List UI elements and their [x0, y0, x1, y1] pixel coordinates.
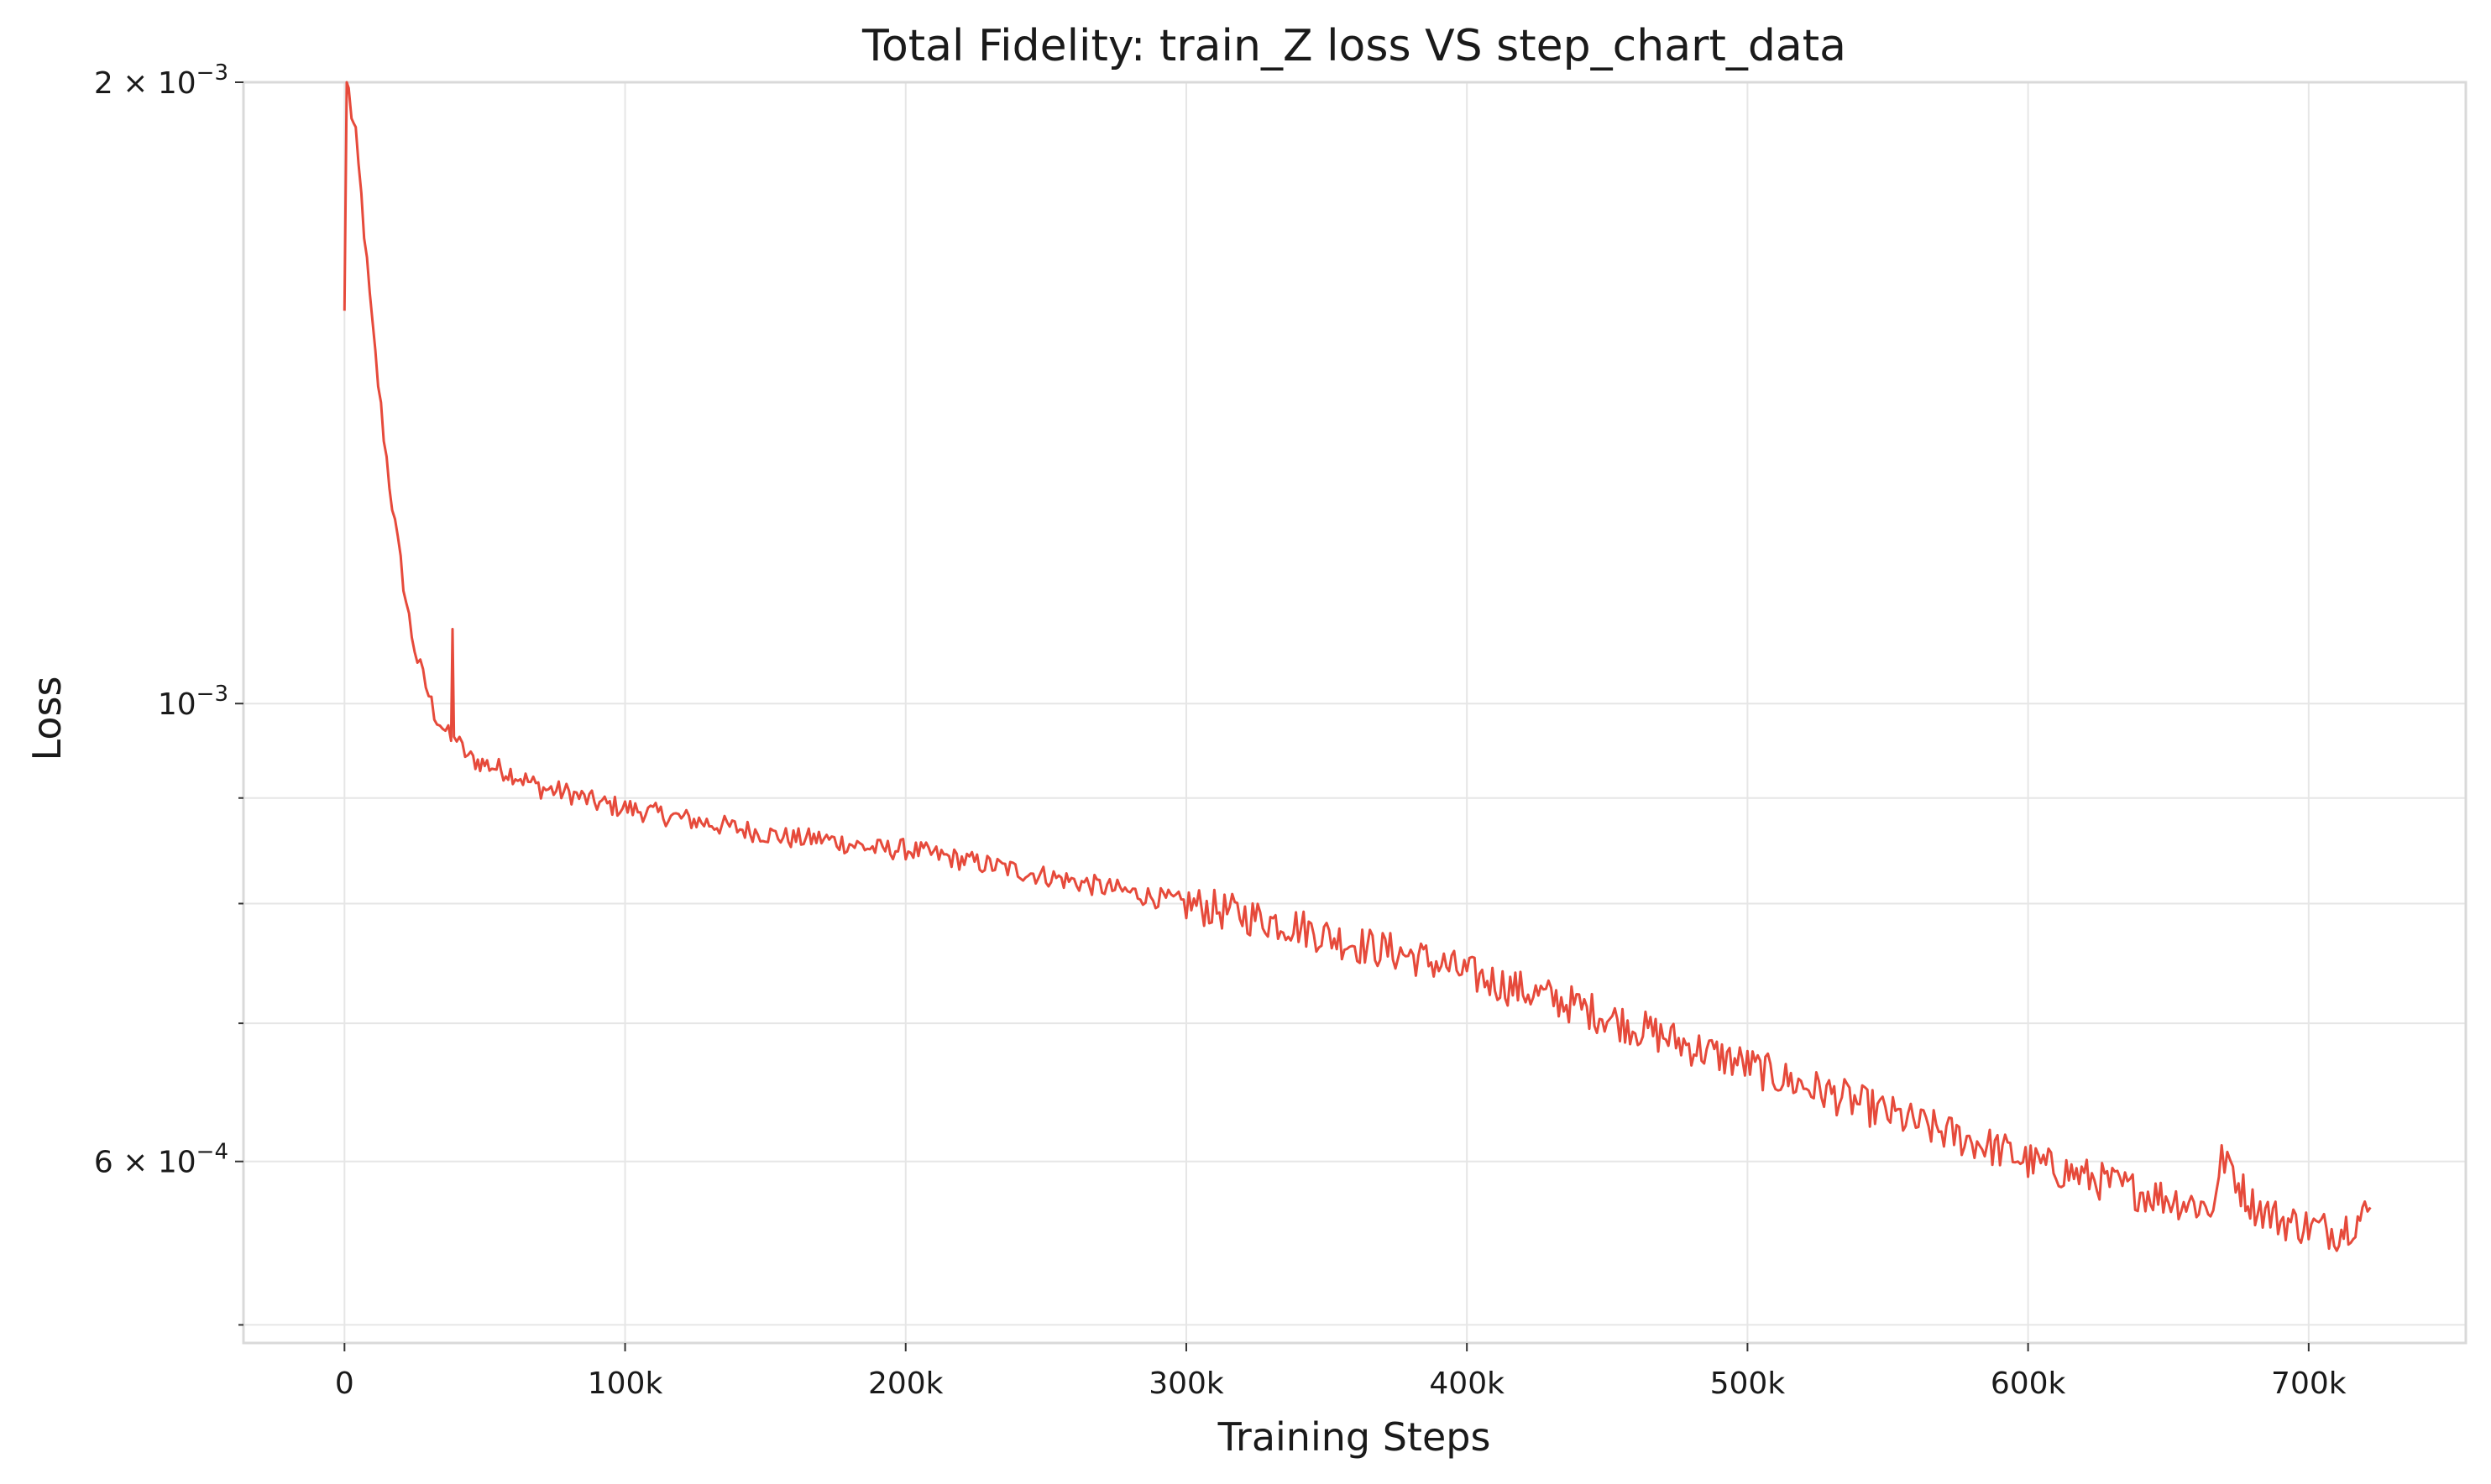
y-tick-exponent: −3: [196, 60, 228, 86]
series-layer: [343, 81, 2372, 1252]
x-tick-labels: 0 100k 200k 300k 400k 500k 600k 700k: [335, 1366, 2347, 1401]
chart-title: Total Fidelity: train_Z loss VS step_cha…: [861, 21, 1846, 71]
x-tick-label: 200k: [868, 1366, 944, 1401]
x-tick-label: 100k: [588, 1366, 663, 1401]
y-tick-label: 2 × 10−3: [94, 60, 228, 101]
loss-series-line: [343, 81, 2372, 1252]
y-axis-label: Loss: [24, 677, 70, 761]
y-tick-label: 10−3: [158, 682, 228, 722]
grid-lines: [243, 81, 2466, 1343]
y-tick-exponent: −3: [196, 682, 228, 707]
y-tick-label: 6 × 10−4: [94, 1140, 228, 1180]
x-tick-label: 500k: [1710, 1366, 1786, 1401]
y-tick-base: 6 × 10: [94, 1146, 196, 1180]
x-tick-label: 400k: [1429, 1366, 1505, 1401]
plot-area-frame: [242, 81, 2467, 1345]
x-tick-label: 600k: [1991, 1366, 2066, 1401]
x-tick-label: 700k: [2271, 1366, 2347, 1401]
y-tick-base: 2 × 10: [94, 66, 196, 101]
y-tick-base: 10: [158, 687, 196, 722]
x-tick-label: 0: [335, 1366, 354, 1401]
y-tick-exponent: −4: [196, 1140, 228, 1165]
axis-ticks: [235, 81, 2310, 1351]
x-axis-label: Training Steps: [1217, 1414, 1491, 1460]
x-tick-label: 300k: [1149, 1366, 1224, 1401]
y-tick-labels: 2 × 10−310−36 × 10−4: [94, 60, 228, 1180]
